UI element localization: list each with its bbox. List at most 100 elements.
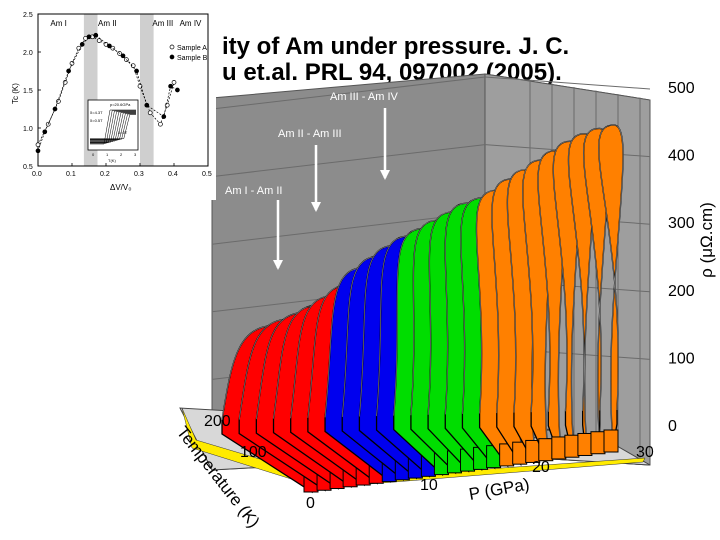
inset-y-tick: 0.5	[23, 164, 33, 171]
inset-point	[147, 110, 153, 116]
inner-inset-curve	[90, 113, 136, 140]
inset-point	[107, 43, 112, 49]
inset-point	[56, 99, 61, 104]
inner-inset-frame	[87, 99, 139, 151]
annotation-label: Am III - Am IV	[330, 91, 399, 103]
temperature-tick-label: 200	[204, 413, 231, 430]
annotation-label: Am I - Am II	[225, 185, 282, 197]
temperature-tick-label: 100	[240, 444, 267, 461]
rho-tick-label: 100	[668, 350, 695, 367]
inset-x-tick: 0.0	[32, 171, 42, 178]
pressure-tick-label: 10	[420, 477, 438, 494]
inset-point	[168, 83, 173, 89]
slice-base	[551, 436, 567, 460]
arrow-head	[273, 260, 283, 270]
inner-inset-curve	[90, 112, 136, 141]
inner-inset-label: δ=0T	[118, 130, 128, 135]
rho-tick-label: 300	[668, 215, 695, 232]
inner-inset-label: p=20.6GPa	[110, 102, 131, 107]
inset-point	[76, 45, 82, 51]
annotation-arrows: Am I - Am II Am II - Am III Am III - Am IV	[225, 91, 399, 270]
inner-inset-curve	[90, 110, 136, 144]
inset-x-tick: 0.3	[134, 171, 144, 178]
inner-inset-label: δ=4.3T	[90, 110, 103, 115]
rho-tick-label: 200	[668, 283, 695, 300]
phase-label: Am II	[98, 19, 117, 28]
inset-point	[66, 68, 71, 74]
inner-inset-x-tick: 3	[134, 152, 137, 157]
slide-title: ity of Am under pressure. J. C. u et.al.…	[222, 34, 712, 86]
inset-point	[161, 114, 167, 119]
inner-inset-curve	[90, 113, 136, 141]
grid-line	[211, 76, 486, 110]
temperature-tick-label: 0	[306, 495, 315, 512]
inner-inset-curve	[90, 109, 136, 145]
slice-edge	[553, 141, 581, 436]
inset-y-tick: 2.0	[23, 50, 33, 57]
slice-base	[590, 431, 606, 455]
inner-inset-curve	[90, 112, 136, 142]
rho-tick-label: 0	[668, 418, 677, 435]
slice-base	[564, 434, 580, 458]
inset-point	[134, 68, 139, 74]
inner-inset-x-tick: 2	[120, 152, 123, 157]
phase-label: Am III	[152, 19, 173, 28]
inset-y-label: Tc (K)	[11, 83, 20, 104]
inner-inset-curve	[90, 111, 136, 143]
rho-axis-label: ρ (μΩ.cm)	[697, 202, 716, 278]
inset-point	[120, 53, 126, 59]
inner-inset-curve	[90, 114, 136, 139]
slice-base	[577, 432, 593, 456]
inset-y-tick: 2.5	[23, 12, 33, 19]
inset-point	[52, 106, 58, 112]
pressure-tick-label: 20	[532, 459, 550, 476]
slice-edge	[583, 128, 610, 432]
arrow-head	[311, 202, 321, 212]
arrow-head	[380, 170, 390, 180]
inset-point	[137, 83, 143, 89]
inner-inset-curve	[90, 110, 136, 144]
slice-edge	[598, 124, 624, 431]
slices	[221, 124, 624, 494]
inset-point	[86, 34, 92, 40]
inset-point	[158, 121, 163, 127]
inset-point	[62, 80, 68, 85]
legend-marker	[169, 44, 175, 50]
inset-x-tick: 0.5	[202, 171, 212, 178]
inset-x-tick: 0.4	[168, 171, 178, 178]
inset-x-label: ΔV/V₀	[110, 183, 132, 192]
inset-point	[35, 148, 41, 154]
inner-inset-x-tick: 0	[92, 152, 95, 157]
inner-inset-x-label: T(K)	[108, 158, 116, 163]
inset-series-line	[37, 34, 178, 151]
inset-content: Am I Am II Am III Am IV 0.0 0.1 0.2 0.3 0.4 0.5 0.…	[11, 12, 212, 192]
phase-label: Am I	[50, 19, 66, 28]
inset-point	[96, 38, 102, 43]
slice-edge	[568, 133, 595, 434]
inset-point	[42, 129, 48, 135]
phase-label: Am IV	[180, 19, 202, 28]
legend-label: Sample A	[177, 45, 207, 52]
slice-base	[603, 429, 619, 453]
inset-point	[175, 87, 180, 93]
inner-inset-label: δ=0.5T	[90, 118, 103, 123]
inset-x-tick: 0.2	[100, 171, 110, 178]
rho-tick-label: 500	[668, 80, 695, 97]
floor-edge-yellow	[181, 407, 646, 489]
inner-inset-x-tick: 1	[106, 152, 109, 157]
inset-point	[144, 102, 150, 108]
inset-point	[171, 80, 177, 85]
rho-tick-label: 400	[668, 148, 695, 165]
pressure-axis-label: P (GPa)	[467, 475, 530, 504]
inset-x-tick: 0.1	[66, 171, 76, 178]
inner-inset-curve	[90, 111, 136, 142]
slice-base	[538, 438, 554, 462]
inset-tc-chart: Am I Am II Am III Am IV 0.0 0.1 0.2 0.3 0.4 0.5 0.…	[0, 0, 216, 200]
title-line-1: ity of Am under pressure. J. C.	[222, 33, 570, 60]
grid-line	[484, 76, 651, 90]
inset-point	[35, 142, 41, 148]
inset-y-tick: 1.5	[23, 88, 33, 95]
legend-label: Sample B	[177, 55, 208, 62]
pressure-tick-label: 30	[636, 444, 654, 461]
